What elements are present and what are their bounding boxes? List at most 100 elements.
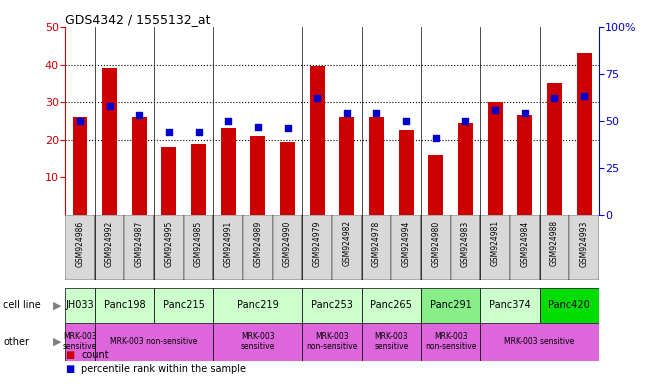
Text: Panc198: Panc198: [104, 300, 145, 310]
Text: cell line: cell line: [3, 300, 41, 310]
Bar: [480, 215, 510, 280]
Bar: [95, 323, 214, 361]
Bar: [154, 288, 214, 323]
Text: GSM924978: GSM924978: [372, 220, 381, 266]
Text: GDS4342 / 1555132_at: GDS4342 / 1555132_at: [65, 13, 211, 26]
Text: GSM924983: GSM924983: [461, 220, 470, 266]
Point: [104, 103, 115, 109]
Bar: [518, 115, 533, 215]
Text: GSM924985: GSM924985: [194, 220, 203, 266]
Text: GSM924990: GSM924990: [283, 220, 292, 266]
Bar: [132, 117, 146, 215]
Bar: [577, 53, 592, 215]
Bar: [332, 215, 362, 280]
Bar: [547, 83, 562, 215]
Bar: [362, 323, 421, 361]
Point: [163, 129, 174, 135]
Bar: [95, 215, 124, 280]
Text: GSM924986: GSM924986: [76, 220, 85, 266]
Point: [283, 126, 293, 132]
Text: MRK-003
sensitive: MRK-003 sensitive: [241, 332, 275, 351]
Bar: [391, 215, 421, 280]
Text: MRK-003 non-sensitive: MRK-003 non-sensitive: [111, 337, 198, 346]
Point: [371, 110, 381, 116]
Bar: [95, 288, 154, 323]
Point: [490, 107, 501, 113]
Bar: [65, 323, 95, 361]
Text: MRK-003 sensitive: MRK-003 sensitive: [505, 337, 575, 346]
Text: Panc265: Panc265: [370, 300, 412, 310]
Bar: [480, 323, 599, 361]
Bar: [362, 215, 391, 280]
Text: GSM924988: GSM924988: [550, 220, 559, 266]
Text: GSM924987: GSM924987: [135, 220, 144, 266]
Point: [519, 110, 530, 116]
Bar: [540, 288, 599, 323]
Bar: [273, 215, 302, 280]
Bar: [339, 117, 354, 215]
Text: Panc291: Panc291: [430, 300, 471, 310]
Text: MRK-003
sensitive: MRK-003 sensitive: [374, 332, 408, 351]
Text: GSM924991: GSM924991: [224, 220, 232, 266]
Text: ■: ■: [65, 350, 74, 360]
Bar: [421, 323, 480, 361]
Text: JH033: JH033: [66, 300, 94, 310]
Bar: [510, 215, 540, 280]
Bar: [302, 288, 362, 323]
Point: [401, 118, 411, 124]
Text: ▶: ▶: [53, 300, 62, 310]
Bar: [458, 123, 473, 215]
Bar: [65, 215, 95, 280]
Bar: [280, 142, 295, 215]
Bar: [450, 215, 480, 280]
Point: [430, 135, 441, 141]
Point: [223, 118, 234, 124]
Bar: [191, 144, 206, 215]
Point: [342, 110, 352, 116]
Text: GSM924992: GSM924992: [105, 220, 114, 266]
Point: [312, 95, 322, 101]
Point: [75, 118, 85, 124]
Text: Panc420: Panc420: [548, 300, 590, 310]
Bar: [124, 215, 154, 280]
Bar: [421, 288, 480, 323]
Bar: [214, 288, 302, 323]
Bar: [72, 117, 87, 215]
Bar: [154, 215, 184, 280]
Text: Panc374: Panc374: [489, 300, 531, 310]
Bar: [540, 215, 569, 280]
Text: GSM924980: GSM924980: [432, 220, 440, 266]
Text: MRK-003
non-sensitive: MRK-003 non-sensitive: [307, 332, 357, 351]
Text: Panc253: Panc253: [311, 300, 353, 310]
Text: GSM924995: GSM924995: [165, 220, 173, 266]
Bar: [398, 131, 413, 215]
Point: [193, 129, 204, 135]
Point: [134, 112, 145, 118]
Text: count: count: [81, 350, 109, 360]
Point: [549, 95, 560, 101]
Text: MRK-003
sensitive: MRK-003 sensitive: [62, 332, 97, 351]
Text: GSM924984: GSM924984: [520, 220, 529, 266]
Text: GSM924994: GSM924994: [402, 220, 411, 266]
Text: MRK-003
non-sensitive: MRK-003 non-sensitive: [425, 332, 477, 351]
Text: ■: ■: [65, 364, 74, 374]
Text: other: other: [3, 337, 29, 347]
Point: [579, 93, 589, 99]
Bar: [302, 323, 362, 361]
Text: Panc215: Panc215: [163, 300, 204, 310]
Bar: [362, 288, 421, 323]
Bar: [428, 155, 443, 215]
Text: GSM924989: GSM924989: [253, 220, 262, 266]
Text: percentile rank within the sample: percentile rank within the sample: [81, 364, 246, 374]
Text: GSM924993: GSM924993: [579, 220, 589, 266]
Text: GSM924979: GSM924979: [312, 220, 322, 266]
Bar: [369, 117, 384, 215]
Bar: [569, 215, 599, 280]
Bar: [161, 147, 176, 215]
Point: [253, 124, 263, 130]
Bar: [214, 215, 243, 280]
Bar: [480, 288, 540, 323]
Bar: [488, 102, 503, 215]
Bar: [421, 215, 450, 280]
Text: GSM924982: GSM924982: [342, 220, 352, 266]
